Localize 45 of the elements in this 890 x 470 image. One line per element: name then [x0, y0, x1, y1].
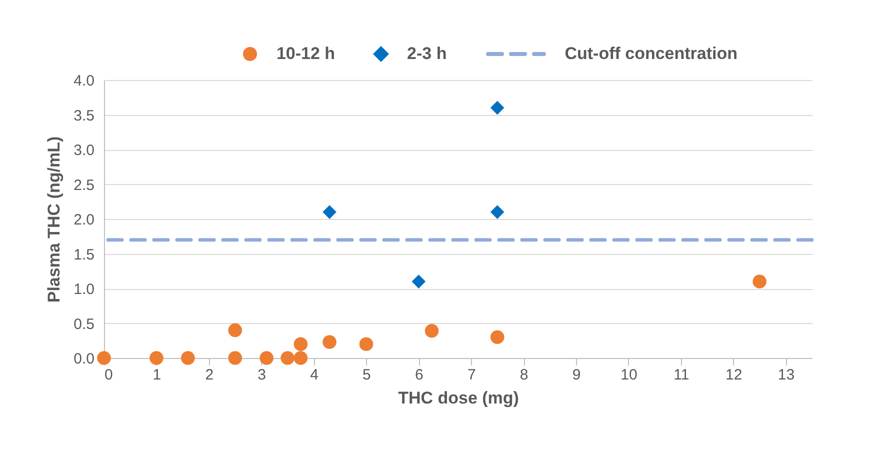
y-tick-label: 0.5	[74, 316, 94, 333]
point	[359, 337, 374, 351]
x-tick-label: 6	[414, 366, 424, 384]
x-tick-label: 10	[620, 366, 638, 384]
point	[412, 274, 426, 288]
point	[181, 351, 195, 365]
point	[490, 205, 504, 219]
y-tick-label: 1.5	[74, 246, 94, 264]
x-tick-label: 3	[258, 366, 266, 384]
x-tick-label: 0	[104, 366, 113, 384]
point	[294, 351, 308, 365]
y-tick-label: 2.5	[74, 176, 94, 194]
legend-label: 2-3 h	[407, 44, 447, 64]
x-tick-label: 12	[725, 366, 742, 384]
point	[490, 330, 504, 344]
point	[752, 274, 766, 288]
point	[294, 337, 308, 351]
point	[322, 205, 336, 219]
point	[424, 324, 439, 338]
x-tick-label: 8	[520, 366, 528, 384]
x-tick-label: 4	[310, 366, 318, 384]
legend-label: Cut-off concentration	[564, 44, 738, 64]
x-tick-label: 7	[467, 366, 476, 384]
point	[260, 351, 274, 365]
x-axis-title: THC dose (mg)	[398, 388, 519, 408]
point	[280, 351, 294, 365]
x-tick-label: 9	[572, 366, 581, 384]
x-tick-label: 11	[674, 366, 690, 384]
x-tick-label: 1	[152, 366, 162, 384]
point	[322, 335, 336, 349]
point	[150, 351, 164, 365]
y-tick-label: 1.0	[74, 281, 94, 298]
point	[228, 351, 242, 365]
y-tick-label: 2.0	[74, 212, 94, 228]
legend-label: 10-12 h	[276, 44, 336, 64]
x-tick-label: 2	[205, 366, 214, 384]
y-tick-label: 3.0	[74, 142, 94, 159]
x-tick-label: 5	[362, 366, 371, 384]
point	[490, 100, 504, 115]
y-tick-label: 3.5	[74, 107, 94, 124]
point	[228, 323, 242, 338]
y-axis-title: Plasma THC (ng/mL)	[44, 136, 64, 303]
x-tick-label: 13	[778, 366, 795, 384]
y-tick-label: 0.0	[74, 350, 94, 368]
y-tick-label: 4.0	[74, 72, 94, 90]
